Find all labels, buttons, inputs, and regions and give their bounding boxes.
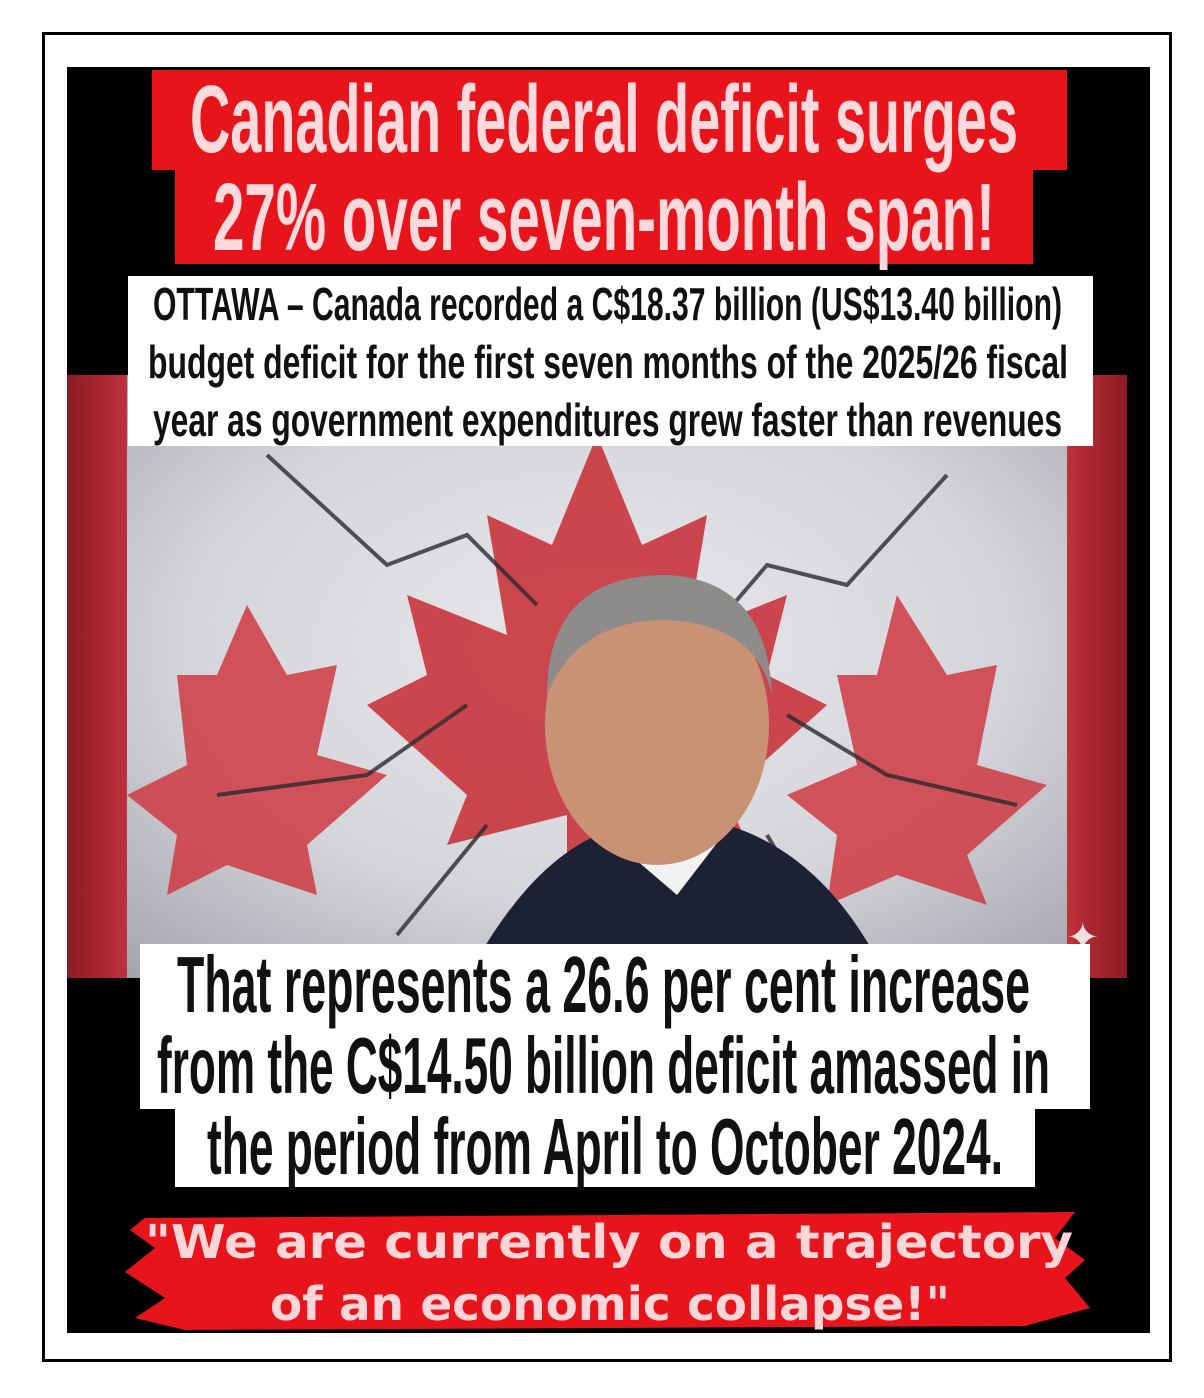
- headline-box-1: [152, 70, 1067, 170]
- detail-line-3: the period from April to October 2024.: [207, 1102, 1003, 1191]
- headline-line-1: Canadian federal deficit surges: [190, 66, 1018, 173]
- face: [545, 585, 769, 865]
- detail-line-2: from the C$14.50 billion deficit amassed…: [157, 1021, 1050, 1110]
- quote-line-2: of an economic collapse!": [270, 1277, 950, 1331]
- intro-box: [128, 276, 1093, 446]
- headline-box-2: [175, 168, 1033, 264]
- intro-line-1: OTTAWA – Canada recorded a C$18.37 billi…: [153, 278, 1062, 330]
- quote-line-1: "We are currently on a trajectory: [145, 1215, 1073, 1269]
- sparkle-icon: ✦: [1066, 916, 1100, 960]
- photo-shattered-flag-with-man: [67, 375, 1127, 978]
- detail-box-bottom: [175, 1105, 1035, 1187]
- suit: [467, 825, 887, 978]
- intro-line-3: year as government expenditures grew fas…: [153, 394, 1062, 446]
- hair: [547, 575, 772, 695]
- flag-band-right: [1067, 375, 1127, 978]
- intro-line-2: budget deficit for the first seven month…: [148, 336, 1068, 388]
- headline-line-2: 27% over seven-month span!: [213, 164, 995, 271]
- maple-leaf-right: [787, 595, 1047, 905]
- photo-illustration: [127, 435, 1047, 978]
- maple-leaf-left: [127, 605, 387, 895]
- flag-band-left: [67, 375, 127, 978]
- detail-line-1: That represents a 26.6 per cent increase: [177, 940, 1030, 1029]
- quote-banner: [125, 1208, 1095, 1330]
- detail-box: [140, 944, 1090, 1109]
- red-brush-stroke: [125, 1212, 1090, 1330]
